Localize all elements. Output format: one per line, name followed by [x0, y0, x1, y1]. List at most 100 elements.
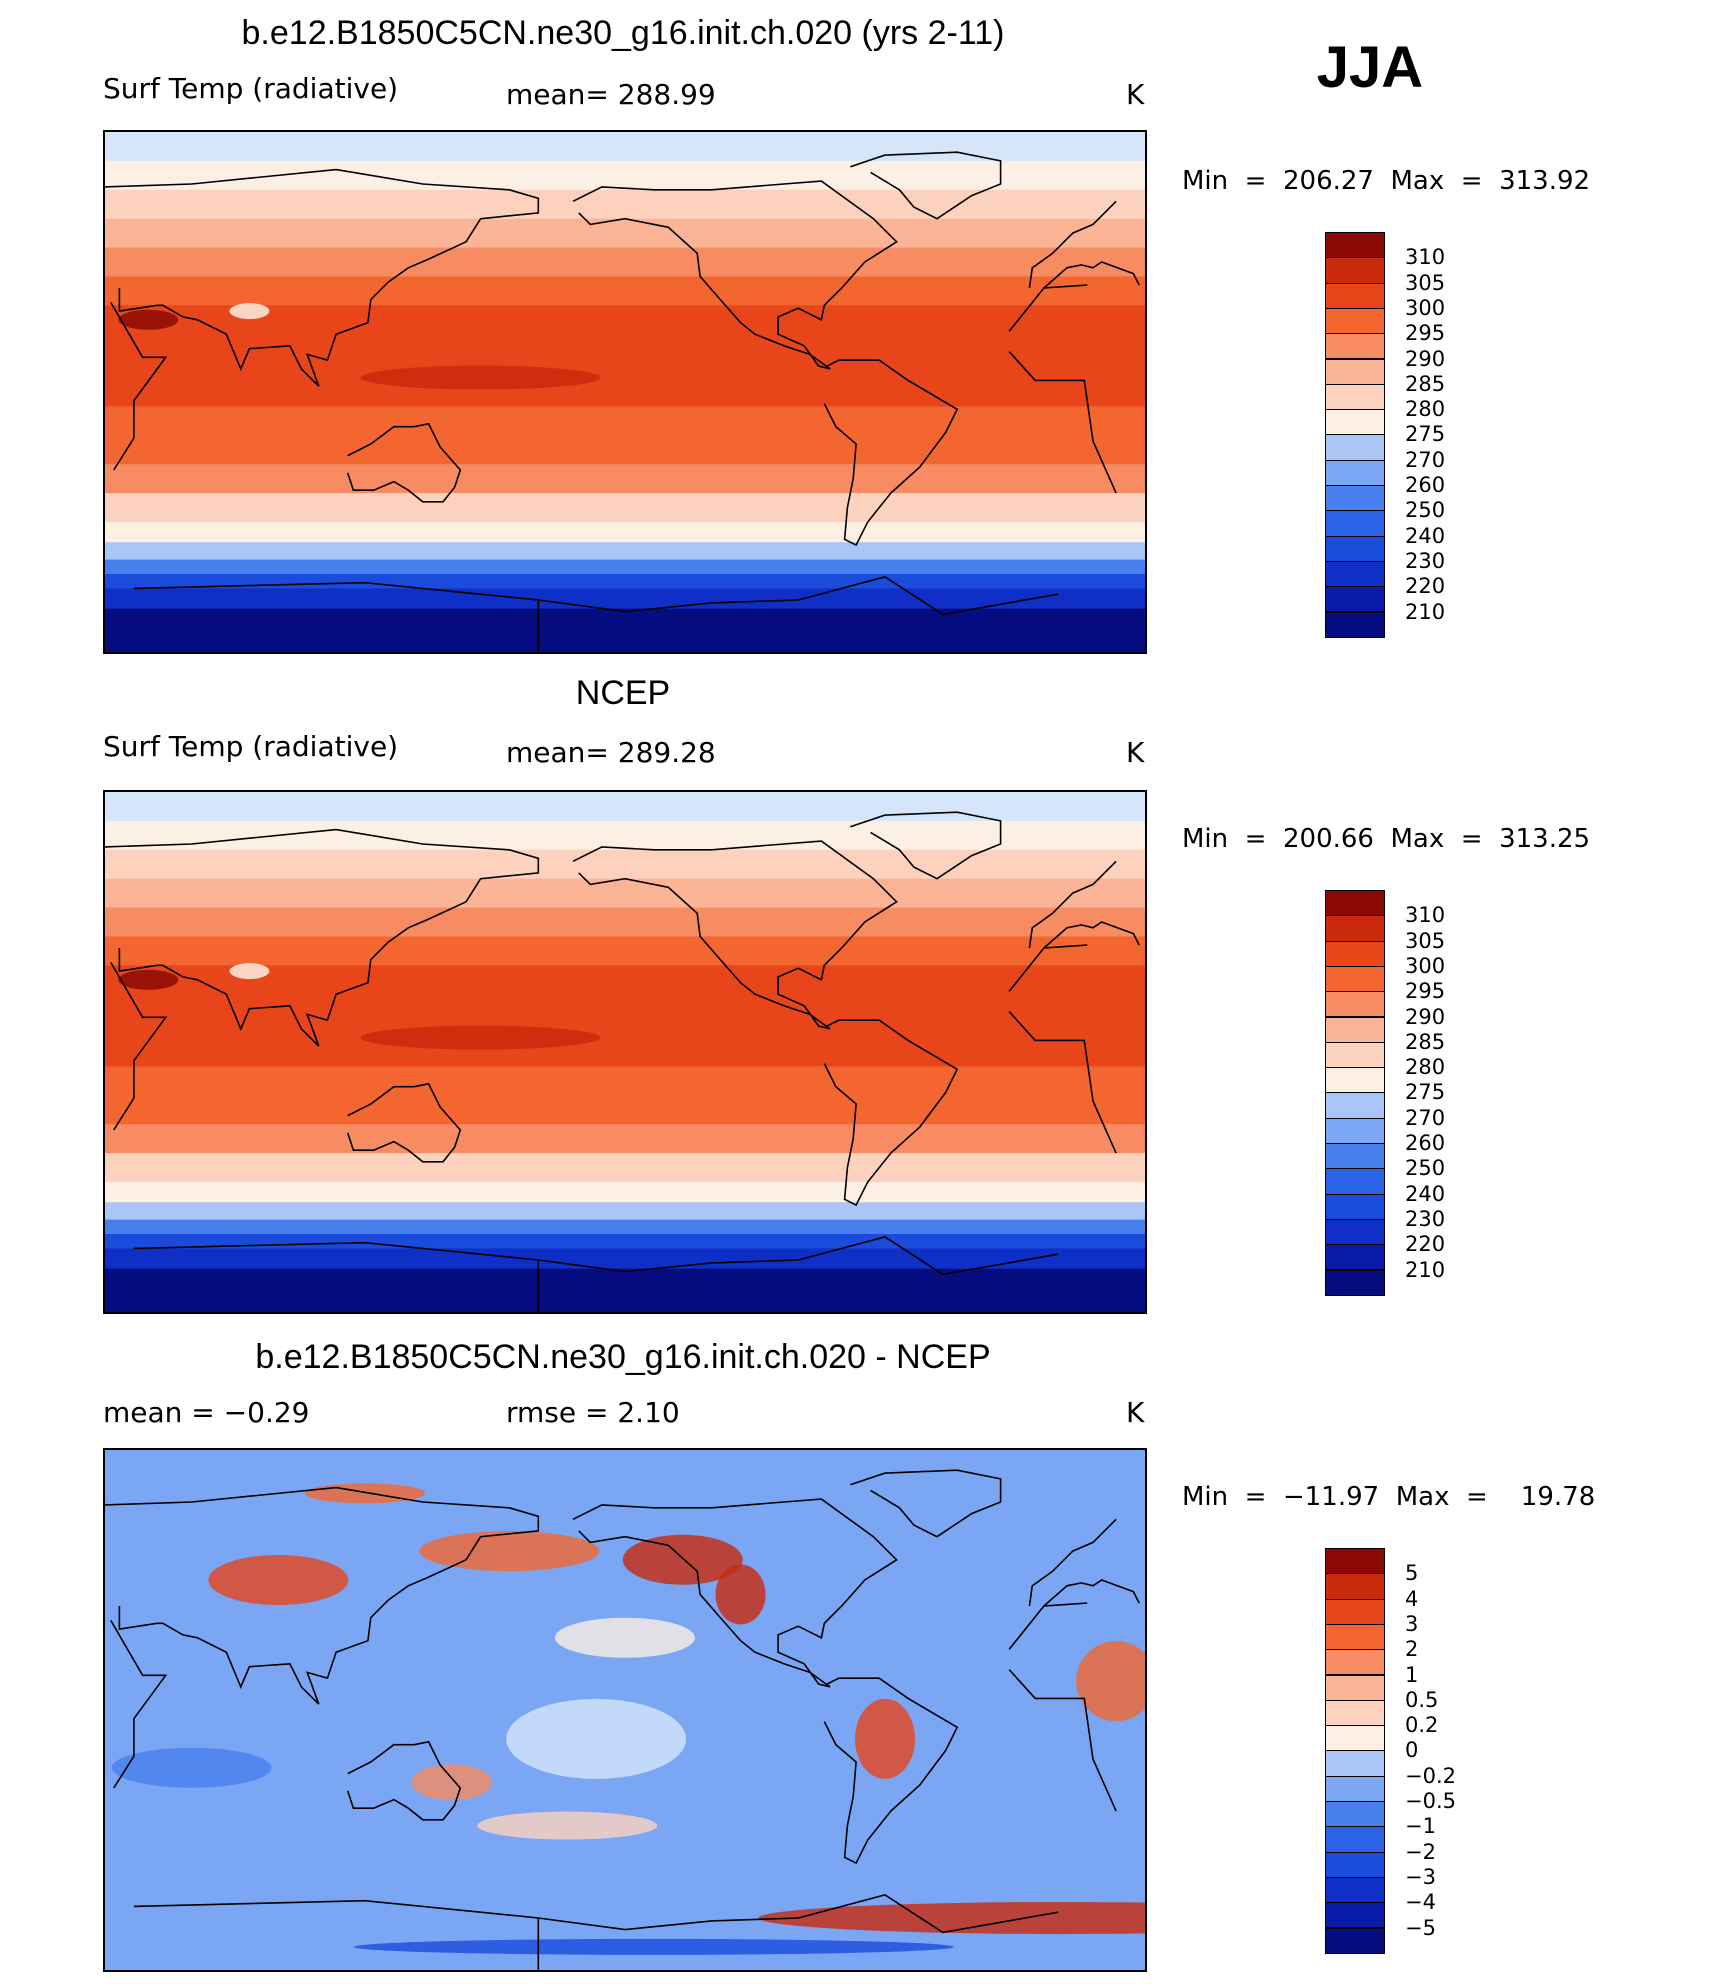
- temperature-band: [105, 435, 1145, 465]
- difference-blob: [555, 1617, 695, 1658]
- panel-2-units: K: [1126, 736, 1145, 769]
- temperature-band: [105, 247, 1145, 277]
- coastline: [133, 576, 1059, 652]
- coastline: [572, 180, 898, 370]
- panel-3-map: [103, 1448, 1147, 1972]
- temperature-band: [105, 493, 1145, 523]
- colorbar-label: 275: [1405, 1080, 1446, 1105]
- panel-3-mean: mean = −0.29: [103, 1396, 310, 1429]
- colorbar-label: 260: [1405, 1131, 1446, 1155]
- colorbar-swatch: [1325, 282, 1385, 309]
- temperature-band: [105, 1202, 1145, 1221]
- temperature-band: [105, 1095, 1145, 1125]
- colorbar-swatch: [1325, 1902, 1385, 1929]
- colorbar-swatch: [1325, 1725, 1385, 1752]
- colorbar-label: 2: [1405, 1637, 1419, 1662]
- colorbar-label: 305: [1405, 928, 1446, 953]
- colorbar-swatch: [1325, 459, 1385, 486]
- panel-1-map: [103, 130, 1147, 654]
- colorbar-label: 310: [1405, 245, 1446, 270]
- temperature-band: [105, 965, 1145, 995]
- colorbar-label: 300: [1405, 295, 1446, 320]
- temperature-band: [105, 849, 1145, 880]
- colorbar-swatch: [1325, 1244, 1385, 1271]
- difference-blob: [715, 1564, 766, 1625]
- temperature-band: [105, 994, 1145, 1067]
- difference-blob: [506, 1698, 687, 1779]
- temperature-band: [105, 574, 1145, 589]
- temperature-anomaly-blob: [360, 365, 601, 390]
- temperature-anomaly-blob: [360, 1025, 601, 1050]
- colorbar-swatch: [1325, 965, 1385, 993]
- colorbar-swatch: [1325, 1699, 1385, 1727]
- colorbar-swatch: [1325, 1117, 1385, 1144]
- coastline: [133, 1894, 1059, 1970]
- temperature-band: [105, 1182, 1145, 1203]
- colorbar-swatch: [1325, 560, 1385, 588]
- coastline: [133, 1236, 1059, 1312]
- colorbar-label: 285: [1405, 371, 1446, 396]
- colorbar-swatch: [1325, 232, 1385, 259]
- panel-1-mean: mean= 288.99: [506, 78, 716, 111]
- coastline: [346, 1740, 462, 1821]
- colorbar-label: 270: [1405, 1105, 1446, 1130]
- colorbar-label: 295: [1405, 321, 1446, 346]
- temperature-band: [105, 608, 1145, 652]
- temperature-band: [105, 588, 1145, 610]
- colorbar-label: −0.2: [1405, 1763, 1456, 1788]
- temperature-anomaly-blob: [229, 963, 270, 980]
- difference-blob: [305, 1483, 425, 1504]
- colorbar-label: 305: [1405, 270, 1446, 295]
- panel-3-map-svg: [105, 1450, 1145, 1970]
- panel-1-title: b.e12.B1850C5CN.ne30_g16.init.ch.020 (yr…: [241, 14, 1005, 52]
- temperature-band: [105, 305, 1145, 335]
- temperature-band: [105, 276, 1145, 306]
- panel-3-rmse: rmse = 2.10: [506, 1396, 680, 1429]
- panel-2-minmax: Min = 200.66 Max = 313.25: [1182, 824, 1591, 854]
- colorbar-swatch: [1325, 1801, 1385, 1828]
- colorbar-label: 3: [1405, 1611, 1419, 1636]
- colorbar-swatch: [1325, 1598, 1385, 1625]
- colorbar-swatch: [1325, 1750, 1385, 1777]
- colorbar-label: 210: [1405, 599, 1446, 624]
- colorbar-label: 4: [1405, 1586, 1419, 1611]
- colorbar-swatch: [1325, 257, 1385, 284]
- colorbar-swatch: [1325, 611, 1385, 638]
- temperature-band: [105, 820, 1145, 851]
- panel-2-map: [103, 790, 1147, 1314]
- coastline: [346, 422, 462, 503]
- colorbar-swatch: [1325, 1269, 1385, 1296]
- temperature-band: [105, 907, 1145, 937]
- temperature-band: [105, 1066, 1145, 1096]
- temperature-band: [105, 189, 1145, 220]
- coastline: [823, 359, 959, 547]
- difference-blob: [419, 1531, 600, 1572]
- colorbar-label: 5: [1405, 1561, 1419, 1586]
- temperature-band: [105, 160, 1145, 191]
- temperature-band: [105, 132, 1145, 162]
- coastline: [572, 1498, 898, 1688]
- coastline: [572, 840, 898, 1030]
- colorbar-label: −0.5: [1405, 1789, 1456, 1813]
- colorbar-label: −1: [1405, 1814, 1436, 1839]
- colorbar-label: 230: [1405, 548, 1446, 573]
- panel-1-minmax: Min = 206.27 Max = 313.92: [1182, 166, 1591, 196]
- coastline: [850, 151, 1002, 220]
- colorbar-swatch: [1325, 1876, 1385, 1904]
- panel-2-title: NCEP: [575, 674, 671, 712]
- colorbar-swatch: [1325, 586, 1385, 613]
- colorbar-label: 1: [1405, 1662, 1419, 1687]
- panel-2-variable: Surf Temp (radiative): [103, 730, 399, 763]
- coastline: [850, 811, 1002, 880]
- temperature-band: [105, 1268, 1145, 1312]
- panel-2-mean: mean= 289.28: [506, 736, 716, 769]
- temperature-band: [105, 559, 1145, 575]
- coastline: [823, 1677, 959, 1865]
- colorbar-label: 240: [1405, 1181, 1446, 1206]
- coastline: [346, 1082, 462, 1163]
- coastline: [105, 168, 1140, 387]
- temperature-band: [105, 542, 1145, 561]
- colorbar-swatch: [1325, 1067, 1385, 1094]
- colorbar-label: 290: [1405, 1004, 1446, 1029]
- colorbar-swatch: [1325, 409, 1385, 436]
